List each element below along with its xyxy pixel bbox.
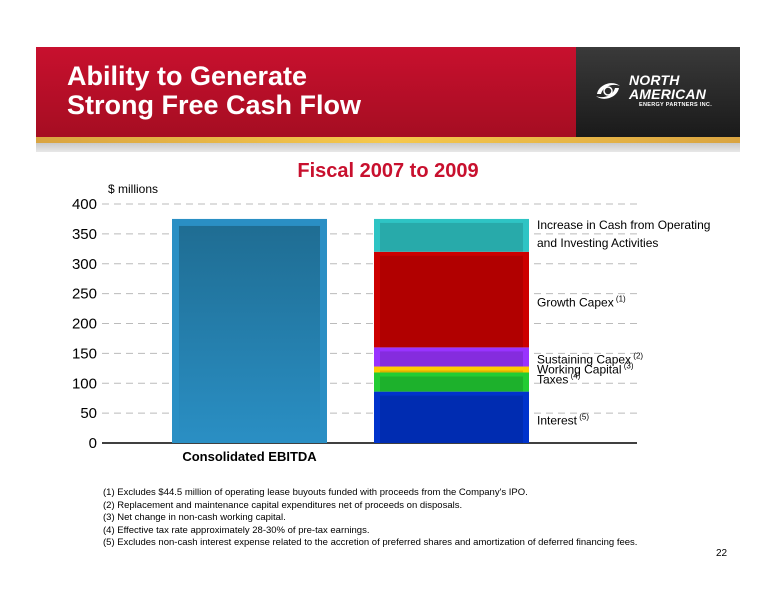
bar-segment-taxes <box>374 372 529 392</box>
y-tick-label: 200 <box>72 316 97 333</box>
y-axis-label: $ millions <box>108 182 158 196</box>
title-line-1: Ability to Generate <box>67 61 308 91</box>
bars <box>172 218 529 443</box>
segment-label-1-line2: and Investing Activities <box>537 236 658 250</box>
footnote-2: (2) Replacement and maintenance capital … <box>103 499 463 511</box>
swoosh-icon <box>596 83 620 99</box>
bar-annotations: Consolidated EBITDA Increase in Cash from… <box>182 218 710 464</box>
bar-segment-interest-shade <box>380 395 523 443</box>
y-tick-label: 0 <box>89 435 97 452</box>
y-tick-label: 100 <box>72 375 97 392</box>
footnote-4: (4) Effective tax rate approximately 28-… <box>103 524 370 536</box>
bar-segment-interest <box>374 391 529 443</box>
y-tick-label: 400 <box>72 196 97 213</box>
bar-segment-increase-in-cash-from-operating-and-investing-activities <box>374 218 529 252</box>
logo-subtitle: ENERGY PARTNERS INC. <box>639 102 713 108</box>
bar-segment-taxes-shade <box>380 376 523 392</box>
page-number: 22 <box>716 548 728 559</box>
footnote-3: (3) Net change in non-cash working capit… <box>103 512 286 523</box>
bar-segment-sustaining-capex-shade <box>380 351 523 367</box>
grey-divider <box>36 143 740 152</box>
segment-label-6: Interest (5) <box>537 412 589 427</box>
footnotes: (1) Excludes $44.5 million of operating … <box>103 487 637 550</box>
page-title: Ability to Generate Strong Free Cash Flo… <box>67 62 361 120</box>
bar-segment-sustaining-capex <box>374 347 529 367</box>
bar-segment-growth-capex <box>374 251 529 348</box>
footnote-5: (5) Excludes non-cash interest expense r… <box>103 537 638 548</box>
y-tick-label: 50 <box>80 405 97 422</box>
segment-label-4: Working Capital (3) <box>537 362 634 377</box>
y-tick-label: 250 <box>72 286 97 303</box>
bar-segment-working-capital-shade <box>380 370 523 373</box>
segment-label-2: Growth Capex (1) <box>537 295 626 310</box>
chart-title: Fiscal 2007 to 2009 <box>297 160 479 182</box>
y-tick-label: 350 <box>72 226 97 243</box>
footnote-1: (1) Excludes $44.5 million of operating … <box>103 487 528 498</box>
segment-label-1: Increase in Cash from Operating <box>537 218 710 232</box>
y-tick-label: 150 <box>72 345 97 362</box>
title-line-2: Strong Free Cash Flow <box>67 90 362 120</box>
company-logo: NORTH AMERICAN ENERGY PARTNERS INC. <box>593 72 733 112</box>
logo-word-north: NORTH <box>629 72 680 88</box>
gold-divider <box>36 137 740 143</box>
segment-label-3: Sustaining Capex (2) <box>537 351 643 366</box>
y-axis: $ millions 0 50 100 150 200 250 300 350 400 <box>72 182 637 452</box>
logo-word-american: AMERICAN <box>629 86 707 102</box>
x-tick-label: Consolidated EBITDA <box>182 449 317 464</box>
logo-panel <box>576 47 740 137</box>
bar-consolidated-ebitda-inner <box>179 225 320 443</box>
y-tick-label: 300 <box>72 256 97 273</box>
bar-segment-growth-capex-shade <box>380 255 523 348</box>
bar-segment-increase-in-cash-from-operating-and-investing-activities-shade <box>380 222 523 252</box>
bar-segment-working-capital <box>374 366 529 373</box>
segment-label-5: Taxes (4) <box>537 372 581 387</box>
